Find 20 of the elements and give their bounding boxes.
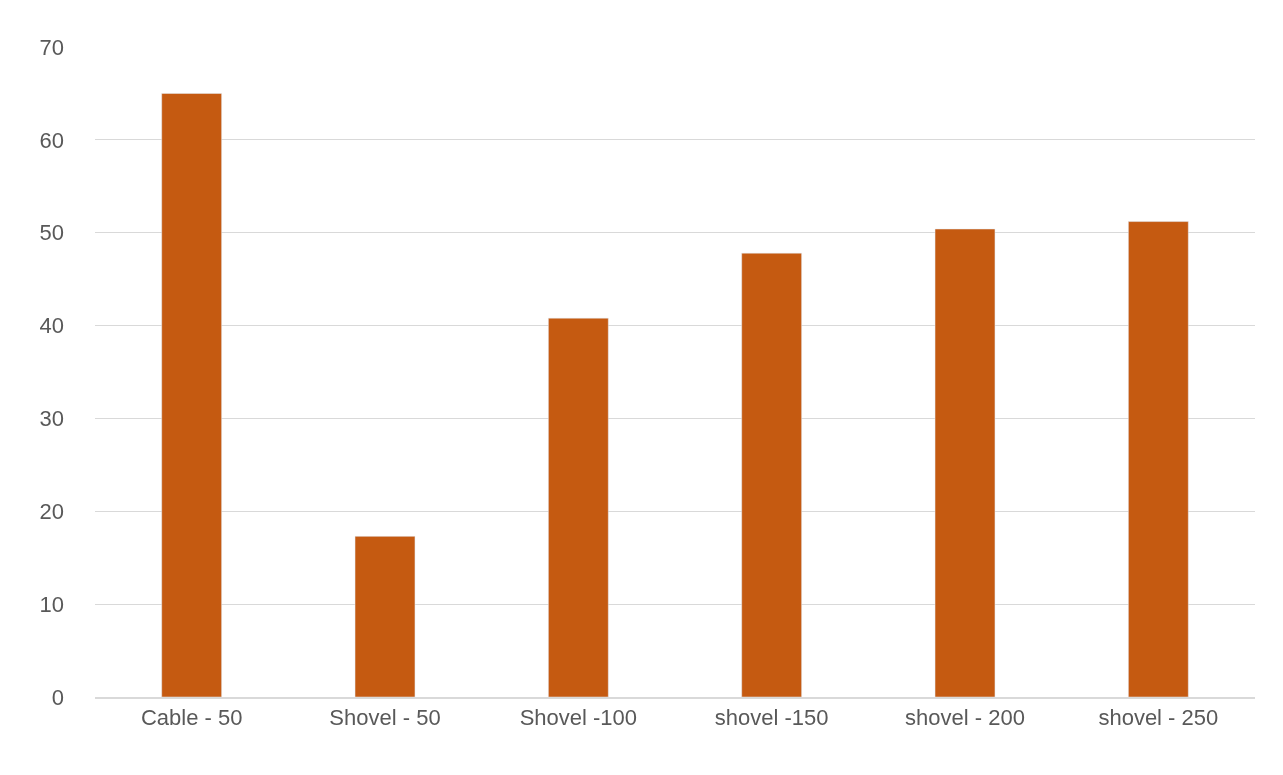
y-tick-label: 60 bbox=[39, 127, 64, 153]
x-tick-label: shovel - 250 bbox=[1098, 705, 1219, 731]
bar bbox=[934, 228, 996, 697]
x-tick-label: shovel - 200 bbox=[905, 705, 1025, 731]
x-tick-label: Shovel -100 bbox=[519, 705, 638, 731]
x-tick-label: Cable - 50 bbox=[140, 705, 243, 731]
x-tick-label: Shovel - 50 bbox=[329, 705, 441, 731]
y-tick-label: 70 bbox=[39, 34, 64, 60]
bar bbox=[1128, 221, 1189, 697]
y-tick-label: 40 bbox=[39, 313, 64, 339]
y-tick-label: 0 bbox=[51, 684, 64, 710]
bar bbox=[548, 317, 609, 697]
y-tick-label: 50 bbox=[39, 220, 64, 246]
y-tick-label: 10 bbox=[39, 591, 64, 617]
bar bbox=[354, 536, 416, 697]
y-tick-label: 30 bbox=[39, 406, 64, 432]
y-tick-label: 20 bbox=[39, 498, 64, 524]
x-tick-label: shovel -150 bbox=[714, 705, 829, 731]
bar bbox=[741, 252, 802, 697]
bar bbox=[161, 93, 222, 697]
